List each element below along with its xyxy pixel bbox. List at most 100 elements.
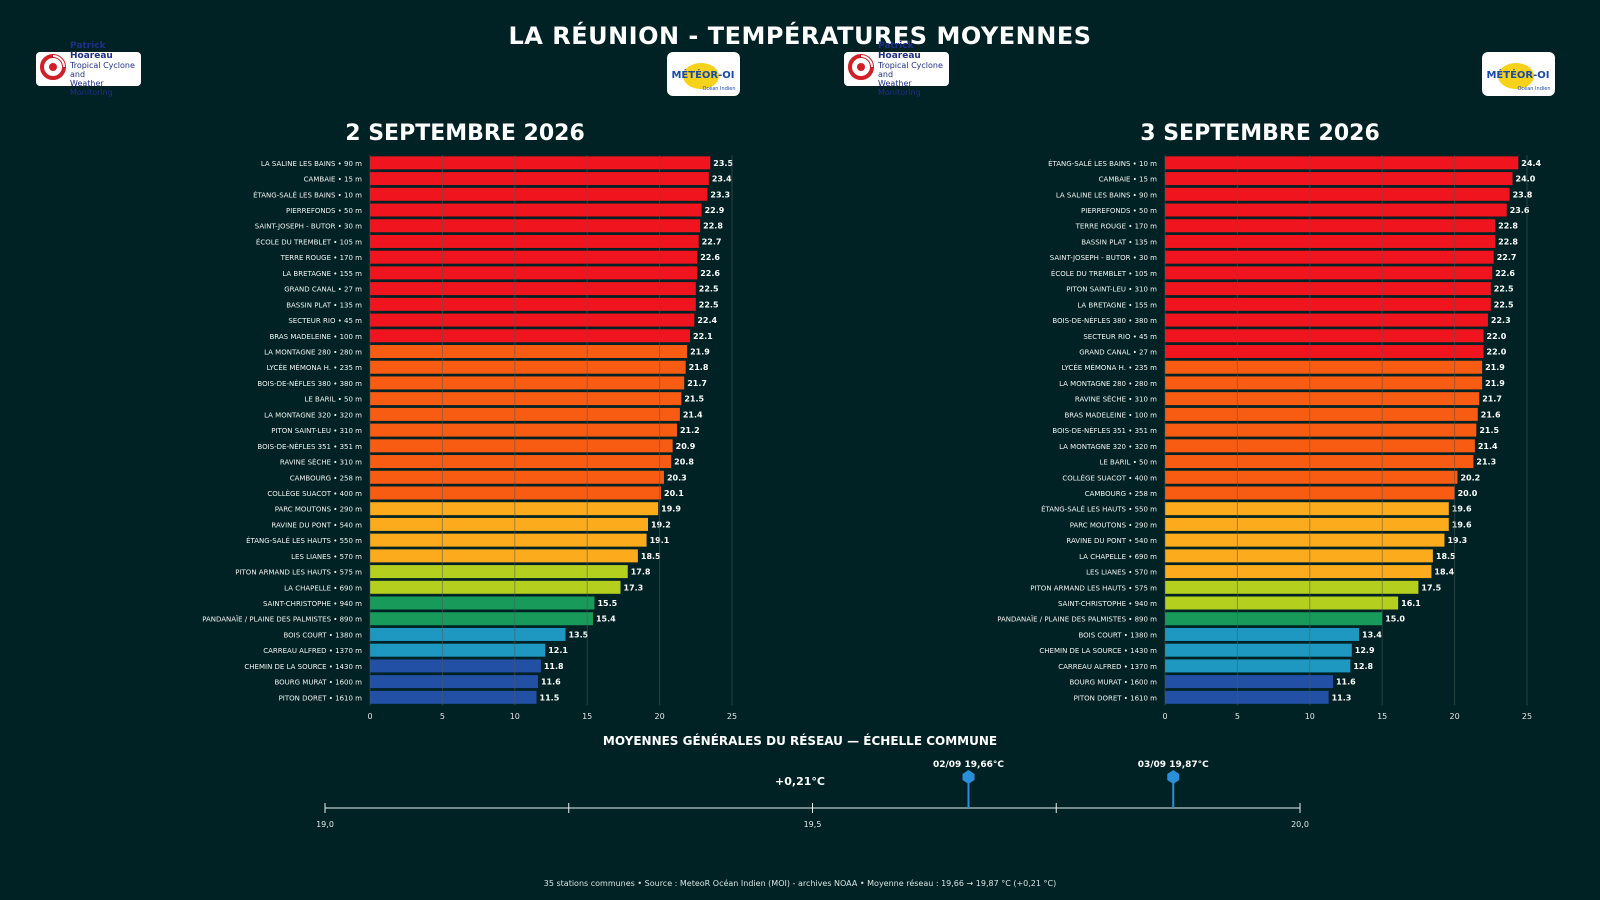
value-label: 22.6 xyxy=(700,269,720,278)
category-label: LA SALINE LES BAINS • 90 m xyxy=(261,160,362,168)
category-label: ÉCOLE DU TREMBLET • 105 m xyxy=(256,237,362,246)
bar xyxy=(370,392,682,406)
category-label: BOIS-DE-NÈFLES 380 • 380 m xyxy=(257,379,362,388)
bar xyxy=(370,470,664,484)
marker-label: 02/09 19,66°C xyxy=(933,760,1004,770)
category-label: LA MONTAGNE 280 • 280 m xyxy=(264,349,362,357)
x-tick-label: 5 xyxy=(1235,712,1240,721)
category-label: CARREAU ALFRED • 1370 m xyxy=(1058,663,1157,671)
bar xyxy=(370,219,701,233)
bar xyxy=(1165,470,1458,484)
category-label: PANDANAÏE / PLAINE DES PALMISTES • 890 m xyxy=(202,615,362,624)
bar xyxy=(1165,612,1383,626)
value-label: 22.5 xyxy=(1494,300,1514,309)
value-label: 21.2 xyxy=(680,426,700,435)
cyclone-icon xyxy=(40,54,66,84)
bar xyxy=(370,282,696,296)
value-label: 21.3 xyxy=(1476,458,1496,467)
value-label: 19.6 xyxy=(1452,520,1472,529)
bar xyxy=(1165,690,1329,704)
category-label: LA MONTAGNE 280 • 280 m xyxy=(1059,380,1157,388)
category-label: LA SALINE LES BAINS • 90 m xyxy=(1056,191,1157,199)
value-label: 22.6 xyxy=(700,253,720,262)
value-label: 17.3 xyxy=(624,583,644,592)
marker-pin xyxy=(962,770,975,784)
x-tick-label: 20 xyxy=(1450,712,1460,721)
value-label: 22.7 xyxy=(702,237,722,246)
value-label: 12.8 xyxy=(1353,662,1373,671)
bar xyxy=(1165,156,1519,170)
category-label: BOIS-DE-NÈFLES 351 • 351 m xyxy=(1052,426,1157,435)
bar xyxy=(370,360,686,374)
category-label: ÉTANG-SALÉ LES HAUTS • 550 m xyxy=(1041,505,1157,514)
value-label: 20.3 xyxy=(667,473,687,482)
bar xyxy=(1165,502,1449,516)
category-label: PIERREFONDS • 50 m xyxy=(286,207,362,215)
svg-text:Océan Indien: Océan Indien xyxy=(702,85,735,92)
category-label: COLLÈGE SUACOT • 400 m xyxy=(267,489,362,498)
patrick-hoareau-logo: Patrick Hoareau Tropical Cyclone and Weath… xyxy=(36,42,141,97)
x-tick-label: 0 xyxy=(1162,712,1167,721)
bar xyxy=(1165,407,1478,421)
category-label: LA CHAPELLE • 690 m xyxy=(1079,553,1157,561)
category-label: LA BRETAGNE • 155 m xyxy=(282,270,362,278)
x-tick-label: 25 xyxy=(1522,712,1532,721)
bar xyxy=(370,297,696,311)
category-label: ÉTANG-SALÉ LES HAUTS • 550 m xyxy=(246,536,362,545)
bar xyxy=(370,596,595,610)
bar xyxy=(370,690,537,704)
x-tick-label: 15 xyxy=(1377,712,1387,721)
value-label: 23.4 xyxy=(712,175,732,184)
bar xyxy=(370,580,621,594)
bar xyxy=(1165,234,1496,248)
value-label: 21.4 xyxy=(683,410,703,419)
bar xyxy=(370,172,709,186)
bar xyxy=(1165,517,1449,531)
value-label: 22.9 xyxy=(705,206,725,215)
value-label: 19.9 xyxy=(661,505,681,514)
meteor-oi-logo-2: MÉTÉOR-OI Océan Indien xyxy=(1482,52,1555,96)
bar xyxy=(370,549,638,563)
value-label: 21.9 xyxy=(690,348,710,357)
value-label: 22.1 xyxy=(693,332,713,341)
bar xyxy=(1165,423,1477,437)
category-label: SAINT-JOSEPH - BUTOR • 30 m xyxy=(255,223,362,231)
value-label: 21.5 xyxy=(684,395,704,404)
category-label: TERRE ROUGE • 170 m xyxy=(280,254,363,262)
value-label: 22.0 xyxy=(1487,332,1507,341)
bar xyxy=(1165,596,1399,610)
bar xyxy=(1165,439,1475,453)
value-label: 21.4 xyxy=(1478,442,1498,451)
bar xyxy=(1165,659,1351,673)
category-label: PITON ARMAND LES HAUTS • 575 m xyxy=(235,569,362,577)
bar xyxy=(370,250,698,264)
value-label: 20.8 xyxy=(674,458,694,467)
value-label: 22.4 xyxy=(697,316,717,325)
value-label: 24.4 xyxy=(1521,159,1541,168)
value-label: 15.0 xyxy=(1385,615,1405,624)
bar xyxy=(370,266,698,280)
value-label: 22.0 xyxy=(1487,348,1507,357)
bar xyxy=(370,203,702,217)
category-label: LE BARIL • 50 m xyxy=(1100,459,1158,467)
bar xyxy=(370,502,659,516)
category-label: LES LIANES • 570 m xyxy=(1086,569,1157,577)
value-label: 18.5 xyxy=(641,552,661,561)
x-tick-label: 25 xyxy=(727,712,737,721)
bar xyxy=(1165,172,1513,186)
marker-pin xyxy=(1167,770,1180,784)
category-label: PANDANAÏE / PLAINE DES PALMISTES • 890 m xyxy=(997,615,1157,624)
bar xyxy=(370,234,699,248)
value-label: 22.8 xyxy=(1498,237,1518,246)
value-label: 13.5 xyxy=(568,630,588,639)
category-label: PIERREFONDS • 50 m xyxy=(1081,207,1157,215)
bar xyxy=(1165,533,1445,547)
category-label: BRAS MADELEINE • 100 m xyxy=(269,333,362,341)
value-label: 22.5 xyxy=(699,300,719,309)
value-label: 22.3 xyxy=(1491,316,1511,325)
bar xyxy=(1165,203,1507,217)
bar xyxy=(370,486,662,500)
category-label: BOURG MURAT • 1600 m xyxy=(1069,679,1157,687)
value-label: 22.8 xyxy=(703,222,723,231)
